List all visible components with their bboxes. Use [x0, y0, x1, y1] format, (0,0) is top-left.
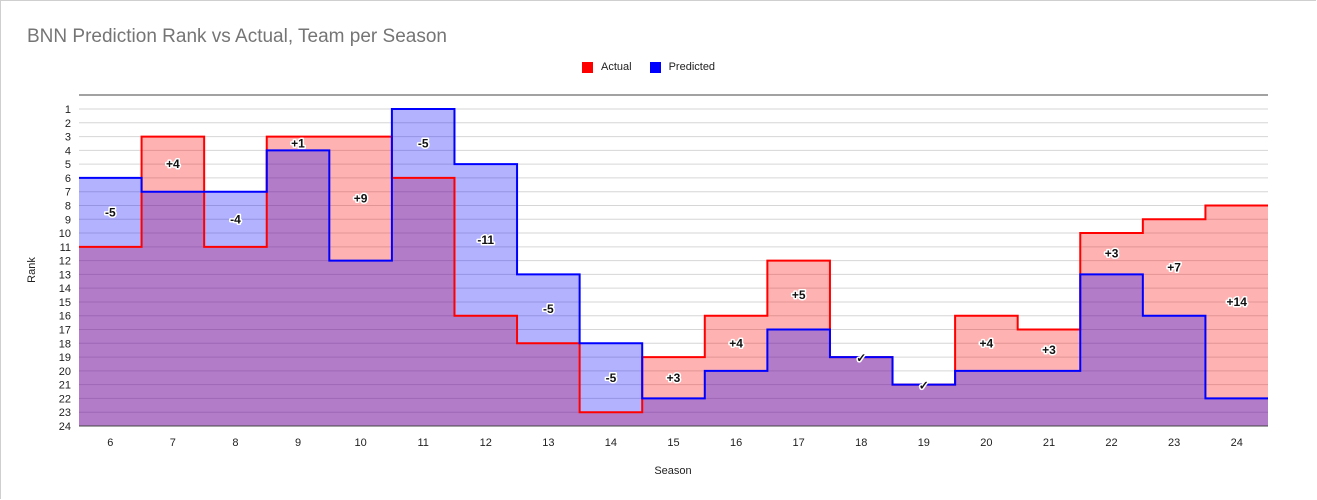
difference-label: -5 — [418, 136, 429, 150]
y-tick-label: 17 — [59, 325, 71, 337]
x-tick-label: 9 — [295, 437, 301, 449]
x-tick-label: 24 — [1231, 437, 1243, 449]
y-tick-label: 8 — [65, 200, 71, 212]
difference-label: -5 — [606, 371, 617, 385]
difference-label: +7 — [1167, 261, 1181, 275]
x-tick-label: 23 — [1168, 437, 1180, 449]
difference-label: +14 — [1227, 295, 1248, 309]
y-tick-label: 16 — [59, 311, 71, 323]
y-tick-label: 18 — [59, 338, 71, 350]
y-tick-label: 5 — [65, 159, 71, 171]
y-tick-label: 12 — [59, 256, 71, 268]
x-tick-label: 15 — [667, 437, 679, 449]
difference-label: -5 — [543, 302, 554, 316]
y-tick-label: 6 — [65, 173, 71, 185]
x-tick-label: 6 — [107, 437, 113, 449]
difference-label: ✓ — [856, 351, 866, 365]
x-tick-label: 18 — [855, 437, 867, 449]
y-tick-label: 2 — [65, 118, 71, 130]
y-tick-label: 11 — [60, 242, 71, 254]
difference-label: +3 — [1042, 343, 1056, 357]
x-axis-label: Season — [654, 465, 691, 477]
y-tick-label: 24 — [59, 421, 71, 433]
y-tick-label: 21 — [59, 380, 71, 392]
y-tick-label: 9 — [65, 214, 71, 226]
difference-label: +9 — [354, 192, 368, 206]
difference-label: +4 — [980, 336, 994, 350]
difference-label: +3 — [667, 371, 681, 385]
x-tick-label: 11 — [417, 437, 428, 449]
x-tick-label: 8 — [232, 437, 238, 449]
y-tick-label: 7 — [65, 187, 71, 199]
x-tick-label: 19 — [918, 437, 930, 449]
x-tick-label: 13 — [542, 437, 554, 449]
x-tick-label: 7 — [170, 437, 176, 449]
y-tick-label: 10 — [59, 228, 71, 240]
x-tick-label: 16 — [730, 437, 742, 449]
chart-plot: 1234567891011121314151617181920212223246… — [0, 0, 1317, 500]
difference-label: +5 — [792, 288, 806, 302]
difference-label: -5 — [105, 205, 116, 219]
difference-label: +3 — [1105, 247, 1119, 261]
y-tick-label: 3 — [65, 132, 71, 144]
y-tick-label: 19 — [59, 352, 71, 364]
x-tick-label: 14 — [605, 437, 617, 449]
x-tick-label: 21 — [1043, 437, 1055, 449]
y-tick-label: 14 — [59, 283, 71, 295]
y-tick-label: 1 — [65, 104, 71, 116]
difference-label: +4 — [166, 157, 180, 171]
y-tick-label: 4 — [65, 145, 71, 157]
difference-label: +4 — [729, 336, 743, 350]
difference-label: -11 — [477, 233, 494, 247]
x-tick-label: 10 — [354, 437, 366, 449]
y-axis-label: Rank — [26, 257, 38, 283]
x-tick-label: 20 — [980, 437, 992, 449]
y-tick-label: 22 — [59, 393, 71, 405]
difference-label: -4 — [230, 212, 241, 226]
y-tick-label: 13 — [59, 269, 71, 281]
x-tick-label: 22 — [1105, 437, 1117, 449]
x-tick-label: 12 — [480, 437, 492, 449]
x-tick-label: 17 — [793, 437, 805, 449]
y-tick-label: 23 — [59, 407, 71, 419]
difference-label: ✓ — [919, 379, 929, 393]
y-tick-label: 15 — [59, 297, 71, 309]
difference-label: +1 — [291, 136, 305, 150]
y-tick-label: 20 — [59, 366, 71, 378]
